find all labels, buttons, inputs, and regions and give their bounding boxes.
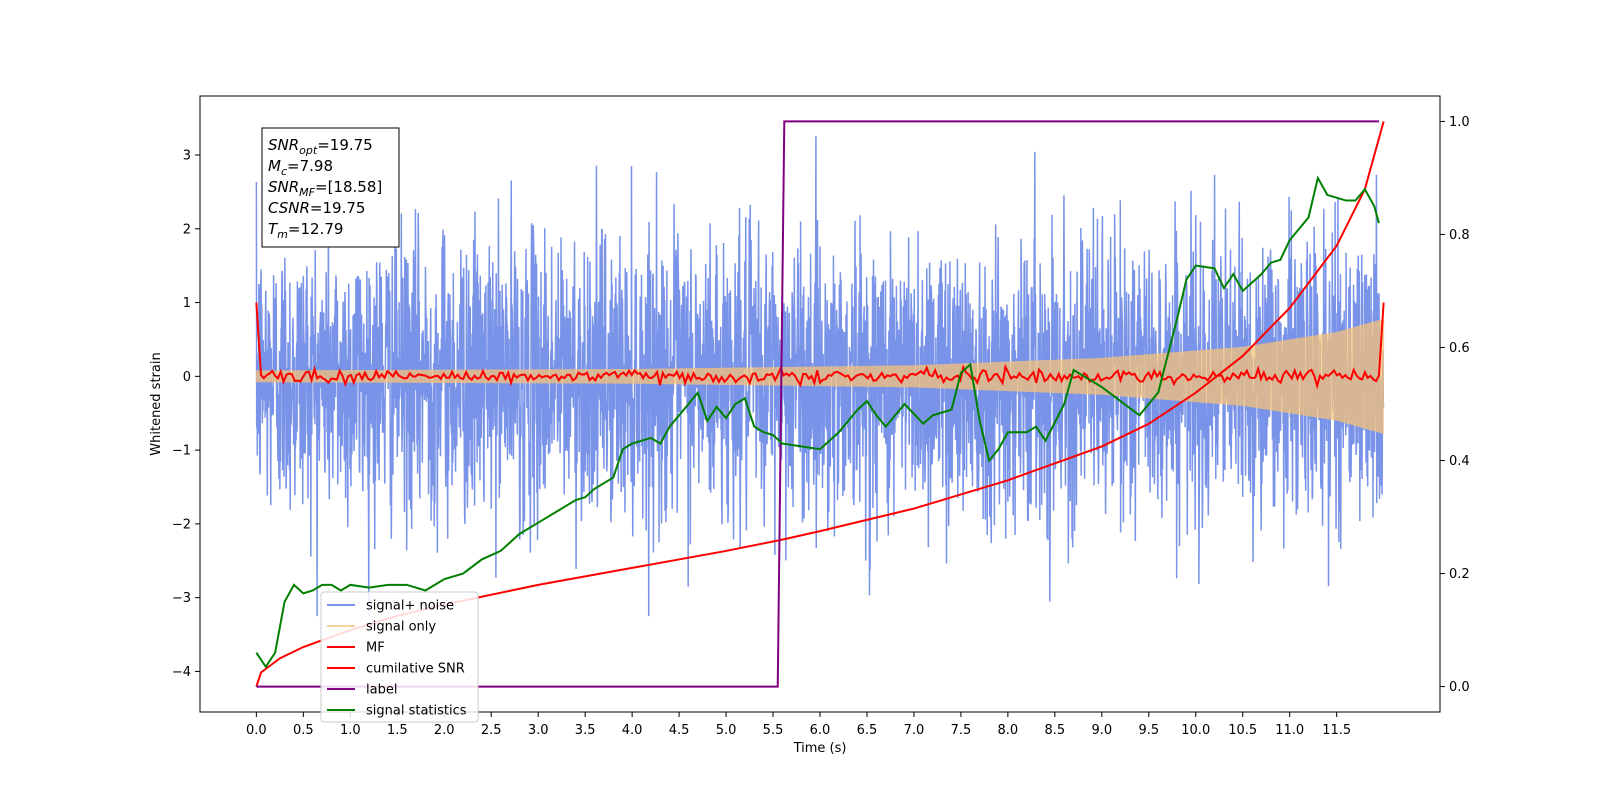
- x-tick-label: 8.5: [1045, 723, 1066, 738]
- x-tick-label: 4.0: [622, 723, 643, 738]
- x-axis: 0.0 0.5 1.0 1.5 2.0 2.5 3.0 3.5 4.0 4.5 5.0 5.5 6.0 6…: [246, 712, 1351, 738]
- x-tick-label: 9.5: [1138, 723, 1159, 738]
- legend-label: cumilative SNR: [366, 662, 465, 677]
- x-tick-label: 1.0: [340, 723, 361, 738]
- y2-tick-label: 0.6: [1449, 341, 1470, 356]
- x-tick-label: 6.0: [810, 723, 831, 738]
- x-tick-label: 5.5: [763, 723, 784, 738]
- x-tick-label: 7.5: [951, 723, 972, 738]
- legend: signal+ noise signal only MF cumilative SNR…: [320, 591, 479, 723]
- legend-label: signal only: [366, 620, 436, 635]
- info-line: CSNR=19.75: [268, 199, 365, 217]
- y2-tick-label: 1.0: [1449, 115, 1470, 130]
- x-tick-label: 3.5: [575, 723, 596, 738]
- legend-label: label: [366, 683, 397, 698]
- x-tick-label: 4.5: [669, 723, 690, 738]
- x-tick-label: 10.5: [1228, 723, 1257, 738]
- x-tick-label: 3.0: [528, 723, 549, 738]
- y-tick-label: −3: [172, 591, 191, 606]
- y-axis-label: Whitened strain: [149, 352, 164, 455]
- y2-tick-label: 0.0: [1449, 680, 1470, 695]
- x-tick-label: 8.0: [998, 723, 1019, 738]
- legend-label: signal+ noise: [366, 599, 454, 614]
- y-tick-label: 1: [183, 296, 191, 311]
- x-tick-label: 2.0: [434, 723, 455, 738]
- info-line: Tm=12.79: [268, 220, 343, 241]
- y-tick-label: 3: [183, 149, 191, 164]
- x-tick-label: 6.5: [857, 723, 878, 738]
- x-tick-label: 10.0: [1181, 723, 1210, 738]
- y2-tick-label: 0.4: [1449, 454, 1470, 469]
- series-signal-only: [255, 318, 1385, 434]
- x-tick-label: 0.5: [293, 723, 314, 738]
- info-line: SNRopt=19.75: [268, 136, 373, 157]
- y-tick-label: −4: [172, 665, 191, 680]
- x-axis-label: Time (s): [793, 741, 847, 756]
- series-label: [256, 120, 1379, 688]
- x-tick-label: 11.0: [1275, 723, 1304, 738]
- series-signal-noise: [255, 135, 1385, 617]
- x-tick-label: 5.0: [716, 723, 737, 738]
- x-tick-label: 0.0: [246, 723, 267, 738]
- info-line: SNRMF=[18.58]: [268, 178, 382, 199]
- legend-frame: [320, 591, 479, 723]
- info-line: Mc=7.98: [268, 157, 333, 178]
- y2-tick-label: 0.2: [1449, 567, 1470, 582]
- x-tick-label: 1.5: [387, 723, 408, 738]
- info-box-frame: [261, 127, 400, 248]
- y-axis-right: 0.0 0.2 0.4 0.6 0.8 1.0: [1440, 115, 1470, 695]
- y-tick-label: −2: [172, 517, 191, 532]
- y2-tick-label: 0.8: [1449, 228, 1470, 243]
- legend-label: signal statistics: [366, 704, 467, 719]
- x-tick-label: 9.0: [1091, 723, 1112, 738]
- series-mf: [255, 302, 1385, 390]
- x-tick-label: 11.5: [1322, 723, 1351, 738]
- info-box: SNRopt=19.75Mc=7.98SNRMF=[18.58]CSNR=19.…: [261, 127, 400, 248]
- y-axis-left: −4 −3 −2 −1 0 1 2 3: [172, 149, 200, 680]
- x-tick-label: 2.5: [481, 723, 502, 738]
- y-tick-label: −1: [172, 444, 191, 459]
- legend-label: MF: [366, 641, 385, 656]
- series-signal-statistics: [255, 175, 1380, 669]
- y-tick-label: 2: [183, 222, 191, 237]
- y-tick-label: 0: [183, 370, 191, 385]
- x-tick-label: 7.0: [904, 723, 925, 738]
